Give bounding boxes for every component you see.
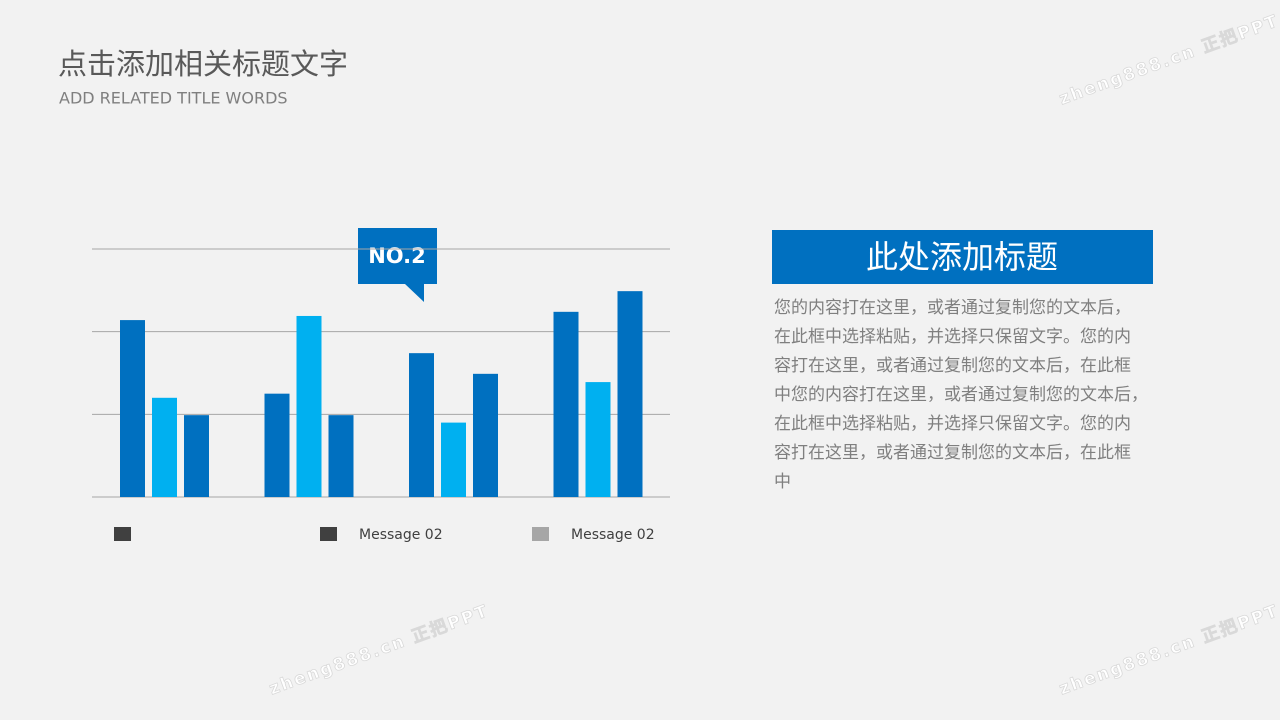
panel-body-line: 容打在这里，或者通过复制您的文本后，在此框	[774, 443, 1131, 463]
slide-subtitle: ADD RELATED TITLE WORDS	[59, 89, 288, 108]
bar	[120, 320, 145, 497]
bar	[585, 382, 611, 497]
bar	[473, 373, 498, 497]
panel-body-line: 容打在这里，或者通过复制您的文本后，在此框	[774, 356, 1131, 376]
annotation: NO.2	[368, 244, 426, 268]
bar	[553, 311, 579, 497]
legend-label: Message 02	[359, 527, 443, 543]
panel-body-line: 在此框中选择粘贴，并选择只保留文字。您的内	[774, 327, 1131, 347]
panel-title-box	[772, 230, 1153, 284]
bar	[184, 415, 209, 497]
legend-swatch	[320, 527, 337, 541]
slide-title: 点击添加相关标题文字	[58, 47, 348, 81]
panel-body-line: 中	[774, 472, 791, 492]
bar	[264, 393, 290, 497]
bar	[441, 422, 466, 497]
bar	[328, 415, 354, 497]
bar	[296, 315, 322, 497]
legend-swatch	[114, 527, 131, 541]
bar	[617, 291, 643, 497]
bar	[409, 353, 434, 497]
panel-body-line: 中您的内容打在这里，或者通过复制您的文本后，	[774, 385, 1148, 405]
annotation-callout	[358, 228, 437, 302]
legend-swatch	[532, 527, 549, 541]
panel-body-line: 在此框中选择粘贴，并选择只保留文字。您的内	[774, 414, 1131, 434]
panel-title: 此处添加标题	[866, 238, 1058, 276]
panel-body-line: 您的内容打在这里，或者通过复制您的文本后，	[774, 298, 1131, 318]
legend-label: Message 02	[571, 527, 655, 543]
bar	[152, 397, 177, 497]
